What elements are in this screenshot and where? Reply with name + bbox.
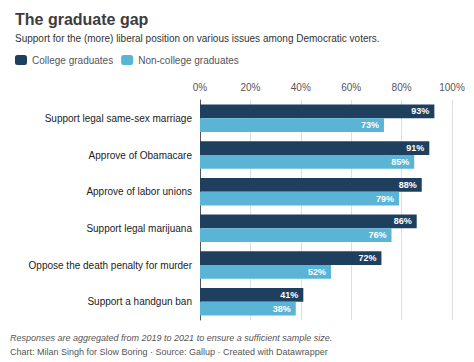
svg-text:93%: 93% — [411, 106, 429, 116]
svg-text:20%: 20% — [240, 82, 260, 93]
svg-text:38%: 38% — [273, 304, 291, 314]
svg-text:80%: 80% — [392, 82, 412, 93]
svg-text:Support a handgun ban: Support a handgun ban — [87, 296, 192, 307]
svg-text:Oppose the death penalty for m: Oppose the death penalty for murder — [29, 260, 193, 271]
svg-text:88%: 88% — [399, 180, 417, 190]
svg-text:Non-college graduates: Non-college graduates — [138, 55, 239, 66]
svg-text:40%: 40% — [291, 82, 311, 93]
svg-text:91%: 91% — [406, 143, 424, 153]
svg-text:60%: 60% — [341, 82, 361, 93]
svg-text:Support for the (more) liberal: Support for the (more) liberal position … — [15, 33, 380, 44]
svg-text:85%: 85% — [391, 157, 409, 167]
svg-text:73%: 73% — [361, 120, 379, 130]
svg-text:86%: 86% — [394, 216, 412, 226]
svg-text:72%: 72% — [358, 253, 376, 263]
svg-text:0%: 0% — [193, 82, 208, 93]
svg-text:Support legal marijuana: Support legal marijuana — [86, 223, 192, 234]
svg-text:College graduates: College graduates — [32, 55, 113, 66]
svg-text:100%: 100% — [439, 82, 465, 93]
svg-text:41%: 41% — [280, 290, 298, 300]
svg-text:Approve of Obamacare: Approve of Obamacare — [89, 150, 193, 161]
svg-text:Responses are aggregated from: Responses are aggregated from 2019 to 20… — [10, 333, 332, 343]
svg-text:Chart: Milan Singh for Slow Bo: Chart: Milan Singh for Slow Boring · Sou… — [10, 347, 328, 357]
svg-text:Approve of labor unions: Approve of labor unions — [86, 186, 192, 197]
svg-text:Support legal same-sex marriag: Support legal same-sex marriage — [45, 113, 193, 124]
svg-text:76%: 76% — [369, 230, 387, 240]
svg-text:79%: 79% — [376, 194, 394, 204]
svg-text:The graduate gap: The graduate gap — [15, 11, 149, 28]
svg-text:52%: 52% — [308, 267, 326, 277]
